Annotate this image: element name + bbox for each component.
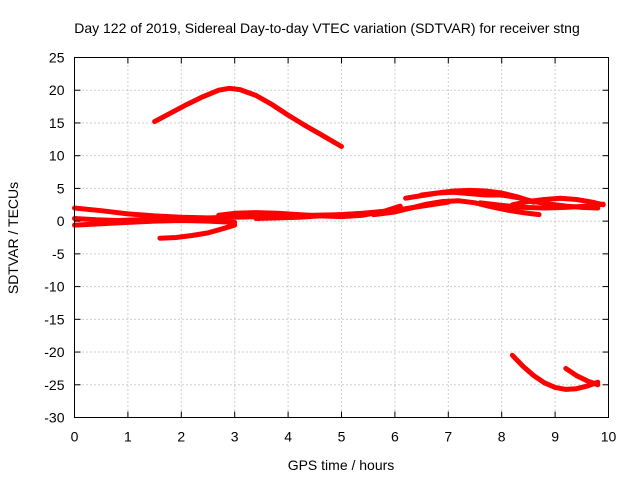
series-arc-low-right-1	[509, 352, 601, 392]
y-tick-label: -15	[44, 311, 64, 327]
series-layer	[72, 85, 606, 392]
x-tick-label: 1	[124, 429, 132, 445]
series-arc-low-right-2	[563, 365, 601, 388]
x-tick-label: 2	[177, 429, 185, 445]
x-axis-title: GPS time / hours	[288, 457, 395, 473]
y-tick-label: 25	[49, 50, 65, 66]
chart-title: Day 122 of 2019, Sidereal Day-to-day VTE…	[74, 20, 580, 36]
y-tick-label: -20	[44, 344, 64, 360]
series-arc-neg-start	[157, 222, 238, 241]
y-tick-label: 20	[49, 82, 65, 98]
series-arc-offset-9	[509, 195, 606, 208]
y-tick-label: 0	[57, 213, 65, 229]
series-arc-offset-10	[477, 200, 606, 211]
series-arc-high	[152, 85, 344, 149]
y-tick-label: 15	[49, 115, 65, 131]
x-tick-label: 9	[551, 429, 559, 445]
x-tick-label: 3	[231, 429, 239, 445]
grid-lines	[74, 57, 609, 418]
x-tick-label: 0	[71, 429, 79, 445]
y-tick-label: -10	[44, 279, 64, 295]
x-tick-label: 6	[391, 429, 399, 445]
x-tick-label: 5	[338, 429, 346, 445]
axis-ticks: 0 1 2 3 4 5 6 7 8 9 10 -30 -25 -20 -15 -10 -5 0 5 10 15 20 25	[44, 50, 616, 445]
series-arc-offset-3	[72, 215, 184, 223]
y-tick-label: -25	[44, 377, 64, 393]
x-tick-label: 7	[444, 429, 452, 445]
series-arc-offset-6	[371, 198, 542, 218]
x-tick-label: 8	[498, 429, 506, 445]
x-tick-label: 10	[601, 429, 617, 445]
y-tick-label: -5	[52, 246, 65, 262]
y-tick-label: 10	[49, 148, 65, 164]
y-tick-label: 5	[57, 180, 65, 196]
x-tick-label: 4	[284, 429, 292, 445]
y-axis-title: SDTVAR / TECUs	[5, 182, 21, 294]
y-tick-label: -30	[44, 410, 64, 426]
